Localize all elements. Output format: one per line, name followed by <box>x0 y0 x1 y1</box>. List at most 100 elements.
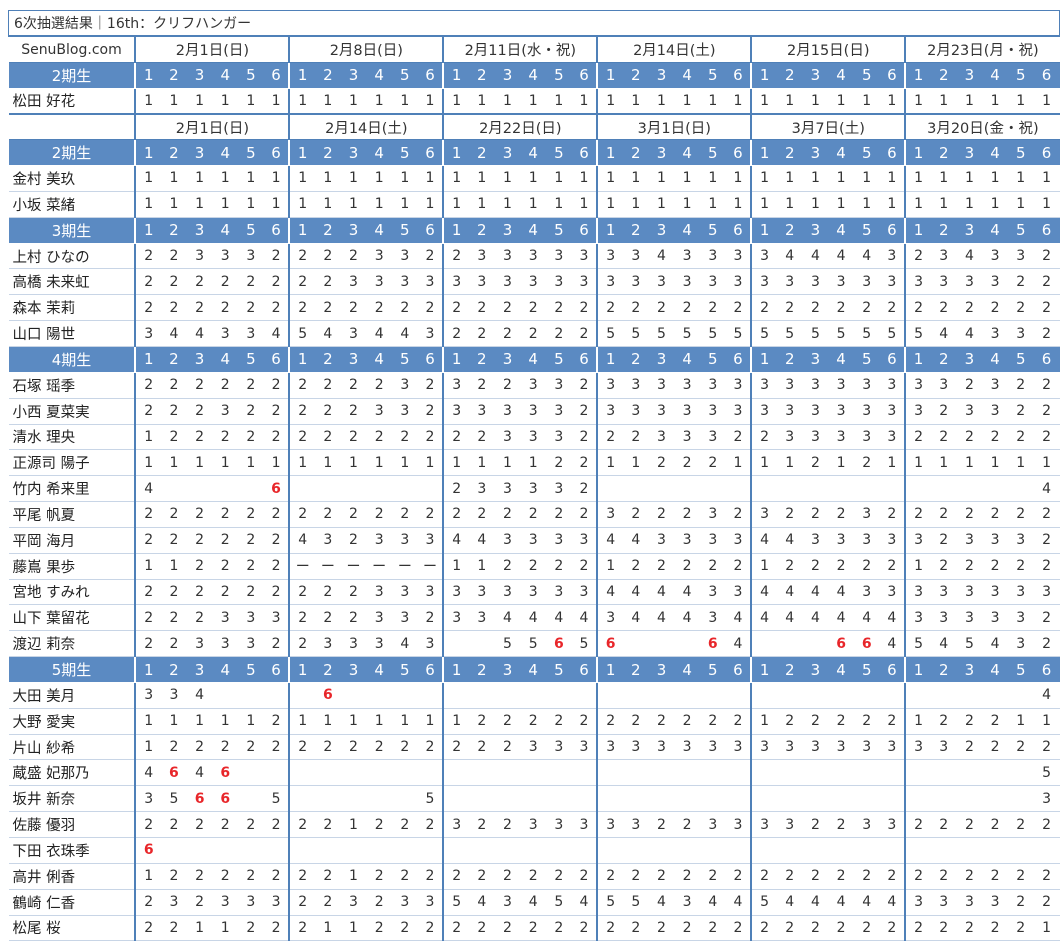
member-row: 金村 美玖 1 1 1 1 1 1 1 1 1 1 1 1 1 1 1 1 1 1 1 1 1 1 1 1 1 1 1 1 1 1 1 1 1 1 1… <box>8 165 1060 192</box>
result-cell <box>699 682 726 709</box>
result-cell: 3 <box>366 579 392 606</box>
result-cell: 2 <box>315 372 341 399</box>
result-cell: 2 <box>340 579 367 606</box>
result-cell: 3 <box>238 243 264 270</box>
slot-number: 5 <box>1007 656 1034 683</box>
result-cell <box>674 630 700 658</box>
result-cell: 2 <box>212 268 239 296</box>
result-cell: 2 <box>315 501 341 528</box>
result-cell: 3 <box>828 372 854 399</box>
slot-number: 6 <box>879 346 906 373</box>
result-cell: 2 <box>134 889 162 916</box>
slot-number: 1 <box>134 62 162 89</box>
slot-number: 6 <box>725 346 752 373</box>
result-cell: 3 <box>879 424 906 451</box>
slot-number: 2 <box>468 217 495 244</box>
result-cell: 3 <box>930 579 957 606</box>
result-cell: 3 <box>546 475 572 503</box>
slot-number: 2 <box>161 62 187 89</box>
slot-number: 5 <box>1007 62 1034 89</box>
result-cell: 2 <box>212 501 239 528</box>
result-cell <box>212 475 239 503</box>
result-cell <box>828 759 854 787</box>
result-cell: 2 <box>442 243 469 270</box>
slot-number: 2 <box>315 139 341 167</box>
result-cell: 1 <box>494 88 521 115</box>
result-cell: 3 <box>802 372 829 399</box>
slot-number: 1 <box>442 139 469 167</box>
result-cell <box>750 682 777 709</box>
result-cell: 2 <box>776 863 803 890</box>
result-cell: 2 <box>956 424 983 451</box>
result-cell: 2 <box>288 734 316 761</box>
result-cell: 2 <box>571 501 598 528</box>
result-cell <box>520 682 546 709</box>
result-cell: 2 <box>161 579 187 606</box>
result-cell: 3 <box>904 372 931 399</box>
result-cell: ー <box>417 553 444 580</box>
result-cell: 2 <box>853 294 880 322</box>
result-cell: 2 <box>288 604 316 632</box>
result-cell: 2 <box>238 372 264 399</box>
result-cell: 3 <box>853 424 880 451</box>
result-cell: 2 <box>853 915 880 942</box>
result-cell: 2 <box>725 294 752 322</box>
slot-number: 4 <box>520 346 546 373</box>
slot-number: 6 <box>1033 217 1060 244</box>
result-cell-highlight: 6 <box>828 630 854 658</box>
result-cell: 2 <box>161 863 187 890</box>
result-cell: 2 <box>186 294 213 322</box>
result-cell: 1 <box>417 708 444 735</box>
result-cell: 3 <box>956 579 983 606</box>
slot-number: 4 <box>982 217 1008 244</box>
member-name: 大野 愛実 <box>8 708 136 735</box>
result-cell <box>674 837 700 864</box>
result-cell <box>366 759 392 787</box>
result-cell: 2 <box>982 501 1008 528</box>
result-cell <box>853 475 880 503</box>
result-cell: 1 <box>134 734 162 761</box>
result-cell: 2 <box>494 320 521 347</box>
result-cell: 2 <box>982 915 1008 942</box>
member-name: 大田 美月 <box>8 682 136 709</box>
result-cell <box>263 682 290 709</box>
slot-number: 6 <box>571 656 598 683</box>
result-cell: 1 <box>340 708 367 735</box>
result-cell: 4 <box>725 630 752 658</box>
result-cell <box>238 837 264 864</box>
result-cell <box>596 682 623 709</box>
slot-number: 3 <box>494 656 521 683</box>
result-cell: 1 <box>699 88 726 115</box>
result-cell: 2 <box>288 915 316 942</box>
result-cell: 2 <box>596 294 623 322</box>
result-cell: 2 <box>648 501 675 528</box>
result-cell <box>288 475 316 503</box>
result-cell: 1 <box>340 88 367 115</box>
result-cell <box>392 837 418 864</box>
slot-number: 1 <box>134 139 162 167</box>
result-cell: 3 <box>571 734 598 761</box>
result-cell <box>468 759 495 787</box>
result-cell: 2 <box>802 449 829 477</box>
result-cell: 1 <box>623 449 649 477</box>
result-cell: 2 <box>1033 398 1060 425</box>
result-cell: 4 <box>648 604 675 632</box>
result-cell: 1 <box>417 88 444 115</box>
member-name: 正源司 陽子 <box>8 449 136 477</box>
result-cell-highlight: 6 <box>161 759 187 787</box>
result-cell <box>623 759 649 787</box>
result-cell: 4 <box>468 527 495 554</box>
result-cell: 3 <box>596 243 623 270</box>
result-cell: 1 <box>674 165 700 192</box>
result-cell: 2 <box>288 372 316 399</box>
result-cell: 2 <box>366 372 392 399</box>
result-cell: 3 <box>520 268 546 296</box>
result-cell: 3 <box>853 527 880 554</box>
result-cell: 1 <box>623 165 649 192</box>
result-cell: 4 <box>828 243 854 270</box>
result-cell: 2 <box>340 424 367 451</box>
result-cell: 1 <box>930 191 957 218</box>
result-cell: 1 <box>161 449 187 477</box>
member-name: 高井 俐香 <box>8 863 136 890</box>
result-cell: 2 <box>802 863 829 890</box>
